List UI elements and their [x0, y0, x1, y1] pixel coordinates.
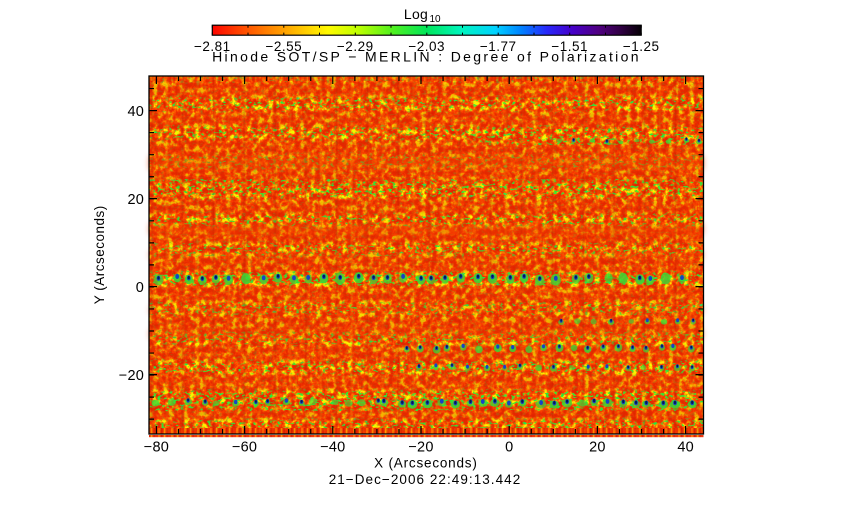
- svg-text:−20: −20: [119, 368, 144, 384]
- svg-text:−2.29: −2.29: [337, 39, 374, 54]
- svg-text:21−Dec−2006 22:49:13.442: 21−Dec−2006 22:49:13.442: [329, 472, 522, 487]
- svg-text:Y (Arcseconds): Y (Arcseconds): [92, 205, 107, 304]
- svg-text:0: 0: [136, 280, 144, 296]
- svg-text:−40: −40: [320, 440, 345, 456]
- svg-text:20: 20: [589, 440, 606, 456]
- svg-text:−1.51: −1.51: [551, 39, 588, 54]
- svg-text:−60: −60: [232, 440, 257, 456]
- svg-text:Hinode SOT/SP − MERLIN : Degre: Hinode SOT/SP − MERLIN : Degree of Polar…: [212, 49, 641, 65]
- svg-text:−1.77: −1.77: [480, 39, 517, 54]
- svg-text:Log: Log: [404, 6, 428, 22]
- svg-text:40: 40: [677, 440, 694, 456]
- svg-text:40: 40: [127, 104, 144, 120]
- svg-text:0: 0: [505, 440, 513, 456]
- svg-text:−20: −20: [408, 440, 433, 456]
- svg-text:10: 10: [430, 14, 442, 25]
- svg-text:−2.03: −2.03: [408, 39, 445, 54]
- svg-text:−2.81: −2.81: [194, 39, 231, 54]
- svg-text:20: 20: [127, 192, 144, 208]
- svg-text:−2.55: −2.55: [265, 39, 302, 54]
- svg-text:X (Arcseconds): X (Arcseconds): [374, 456, 477, 471]
- svg-text:−80: −80: [144, 440, 169, 456]
- svg-text:−1.25: −1.25: [623, 39, 660, 54]
